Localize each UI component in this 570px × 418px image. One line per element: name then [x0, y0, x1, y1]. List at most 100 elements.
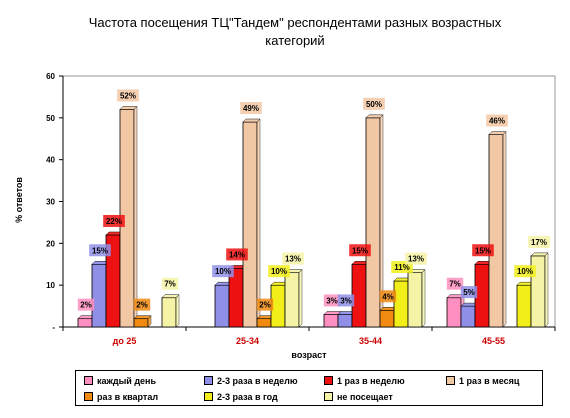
- bar-side: [544, 252, 549, 328]
- legend: каждый день 2-3 раза в неделю 1 раз в неде…: [75, 370, 543, 406]
- bar-side: [133, 105, 138, 328]
- legend-swatch: [84, 376, 93, 385]
- data-label: 15%: [475, 246, 491, 255]
- x-axis-title: возраст: [291, 350, 327, 360]
- bar-side: [502, 130, 507, 328]
- legend-label: 2-3 раза в год: [217, 392, 278, 402]
- legend-item: 2-3 раза в неделю: [204, 375, 298, 387]
- data-label: 7%: [164, 280, 176, 289]
- bar: [323, 314, 339, 328]
- data-label-bg: [514, 265, 536, 278]
- data-label: 2%: [259, 301, 271, 310]
- data-label: 50%: [366, 100, 382, 109]
- y-tick-label: -: [52, 323, 55, 332]
- legend-swatch: [324, 376, 333, 385]
- legend-swatch: [446, 376, 455, 385]
- y-tick-label: 20: [46, 239, 55, 248]
- data-label: 2%: [80, 301, 92, 310]
- bar: [337, 314, 353, 328]
- data-label-bg: [460, 286, 478, 299]
- data-label-bg: [77, 298, 95, 311]
- data-label: 13%: [408, 255, 424, 264]
- bar-side: [256, 118, 261, 328]
- data-label-bg: [133, 298, 151, 311]
- data-label-bg: [323, 294, 341, 307]
- bar-top: [488, 131, 507, 135]
- data-label-bg: [405, 252, 427, 265]
- data-label: 15%: [352, 246, 368, 255]
- data-label-bg: [103, 214, 125, 227]
- legend-item: 1 раз в месяц: [446, 375, 519, 387]
- legend-swatch: [84, 392, 93, 401]
- y-tick-label: 60: [46, 72, 55, 81]
- data-label: 14%: [229, 250, 245, 259]
- x-tick-label: до 25: [113, 336, 137, 346]
- bar: [161, 297, 177, 328]
- bar: [284, 272, 300, 328]
- data-label-bg: [256, 298, 274, 311]
- data-label: 3%: [340, 296, 352, 305]
- bar-side: [298, 269, 303, 328]
- bar: [256, 318, 272, 328]
- data-label-bg: [226, 248, 248, 261]
- bar-side: [175, 294, 180, 328]
- legend-label: каждый день: [97, 376, 157, 386]
- data-label: 3%: [326, 296, 338, 305]
- data-label-bg: [446, 277, 464, 290]
- x-tick-label: 45-55: [482, 336, 505, 346]
- data-label: 49%: [243, 104, 259, 113]
- data-label: 10%: [271, 267, 287, 276]
- y-tick-label: 10: [46, 281, 55, 290]
- data-label: 10%: [517, 267, 533, 276]
- chart-title: Частота посещения ТЦ"Тандем" респондента…: [88, 15, 502, 48]
- legend-swatch: [204, 376, 213, 385]
- data-label: 10%: [215, 267, 231, 276]
- bar-top: [242, 118, 261, 123]
- bar: [91, 263, 107, 328]
- data-label-bg: [268, 265, 290, 278]
- data-label: 11%: [394, 263, 410, 272]
- data-label-bg: [528, 235, 550, 248]
- data-label-bg: [486, 114, 508, 127]
- legend-swatch: [204, 392, 213, 401]
- bar: [488, 134, 504, 328]
- legend-item: каждый день: [84, 375, 156, 387]
- plot-area: [62, 75, 556, 328]
- data-label: 4%: [382, 292, 394, 301]
- data-label: 2%: [136, 301, 148, 310]
- data-label-bg: [282, 252, 304, 265]
- data-label-bg: [472, 244, 494, 257]
- bar: [228, 268, 244, 328]
- bar: [393, 280, 409, 328]
- legend-item: не посещает: [324, 391, 393, 403]
- bar: [516, 284, 532, 328]
- bar-top: [133, 315, 152, 319]
- bar: [77, 318, 93, 328]
- legend-item: 1 раз в неделю: [324, 375, 405, 387]
- bar: [379, 309, 395, 328]
- data-label: 15%: [92, 246, 108, 255]
- data-label: 5%: [463, 288, 475, 297]
- bar-top: [161, 294, 180, 298]
- bar-top: [365, 114, 384, 119]
- legend-label: не посещает: [337, 392, 393, 402]
- legend-label: 1 раз в неделю: [337, 376, 405, 386]
- bar: [214, 284, 230, 328]
- data-label: 7%: [449, 280, 461, 289]
- legend-label: раз в квартал: [97, 392, 159, 402]
- bar-top: [530, 252, 549, 257]
- x-tick-label: 25-34: [236, 336, 259, 346]
- data-label: 22%: [106, 217, 122, 226]
- bar-side: [421, 269, 426, 328]
- bar: [407, 272, 423, 328]
- legend-item: 2-3 раза в год: [204, 391, 278, 403]
- bar: [446, 297, 462, 328]
- data-label-bg: [379, 290, 397, 303]
- data-label-bg: [240, 102, 262, 115]
- bar: [133, 318, 149, 328]
- data-label: 46%: [489, 117, 505, 126]
- data-label-bg: [161, 277, 179, 290]
- data-label-bg: [117, 89, 139, 102]
- plot-background: [62, 75, 556, 328]
- x-tick-label: 35-44: [359, 336, 382, 346]
